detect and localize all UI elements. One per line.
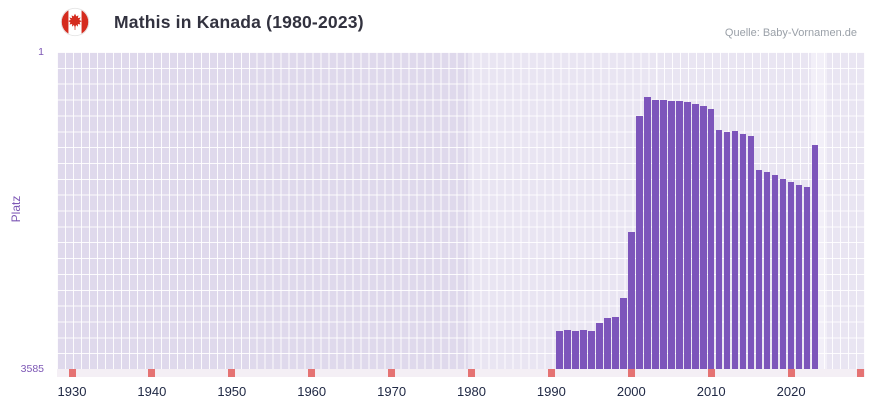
bar-2004[interactable] <box>659 100 667 369</box>
bar-2013[interactable] <box>731 130 739 369</box>
x-tick-label-2020: 2020 <box>776 384 806 399</box>
y-tick-label-top: 1 <box>38 46 44 58</box>
x-axis-red-tick <box>787 369 795 377</box>
y-tick-label-bottom: 3585 <box>20 363 44 375</box>
bar-2001[interactable] <box>635 116 643 369</box>
bar-1992[interactable] <box>564 329 571 369</box>
x-axis-red-tick <box>228 369 236 377</box>
x-axis-red-tick <box>857 369 864 377</box>
bar-1993[interactable] <box>572 330 579 369</box>
bar-1999[interactable] <box>620 297 627 369</box>
bar-1997[interactable] <box>604 318 611 369</box>
plot-area <box>57 52 865 369</box>
bar-2005[interactable] <box>667 100 675 369</box>
bar-2022[interactable] <box>803 187 811 369</box>
bars-container <box>57 52 865 369</box>
bar-2008[interactable] <box>691 103 699 369</box>
x-tick-label-1940: 1940 <box>137 384 167 399</box>
x-axis-red-tick <box>148 369 156 377</box>
x-tick-label-1980: 1980 <box>457 384 486 399</box>
x-axis-red-tick <box>627 369 635 377</box>
x-tick-label-1930: 1930 <box>57 384 87 399</box>
bar-2010[interactable] <box>707 108 715 369</box>
bar-2014[interactable] <box>739 134 747 369</box>
canada-flag-icon <box>60 7 90 37</box>
chart-title: Mathis in Kanada (1980-2023) <box>114 12 364 32</box>
bar-2011[interactable] <box>715 129 723 369</box>
chart-header: Mathis in Kanada (1980-2023) Quelle: Bab… <box>0 0 873 48</box>
x-axis-red-tick <box>388 369 396 377</box>
bar-1995[interactable] <box>588 330 595 369</box>
bar-2017[interactable] <box>763 171 771 369</box>
x-axis-red-tick <box>468 369 475 377</box>
bar-1991[interactable] <box>556 330 563 369</box>
x-axis-labels: 1930 1940 1950 1960 1970 1980 1990 2000 2010 2020 <box>57 384 865 404</box>
x-tick-label-1990: 1990 <box>536 384 566 399</box>
x-tick-label-1970: 1970 <box>377 384 407 399</box>
x-tick-label-1960: 1960 <box>297 384 327 399</box>
x-tick-label-2000: 2000 <box>616 384 646 399</box>
bar-2018[interactable] <box>771 174 779 369</box>
x-tick-label-2010: 2010 <box>696 384 726 399</box>
bar-2002[interactable] <box>643 97 651 369</box>
bar-2009[interactable] <box>699 106 707 369</box>
bar-2007[interactable] <box>683 102 691 369</box>
y-axis-title: Platz <box>9 195 23 223</box>
bar-2021[interactable] <box>795 185 803 369</box>
bar-1994[interactable] <box>580 329 587 369</box>
bar-2003[interactable] <box>651 99 659 369</box>
x-axis-strip <box>57 369 865 377</box>
bar-2016[interactable] <box>755 169 763 369</box>
bar-1998[interactable] <box>612 317 619 369</box>
x-axis-red-tick <box>707 369 715 377</box>
x-tick-label-1950: 1950 <box>217 384 247 399</box>
bar-2019[interactable] <box>779 179 787 369</box>
bar-2020[interactable] <box>787 182 795 369</box>
x-axis-red-tick <box>547 369 555 377</box>
bar-2006[interactable] <box>675 101 683 369</box>
source-attribution: Quelle: Baby-Vornamen.de <box>724 27 857 39</box>
bar-2012[interactable] <box>723 131 731 369</box>
bar-1996[interactable] <box>596 322 603 369</box>
x-axis-red-tick <box>68 369 76 377</box>
bar-2015[interactable] <box>747 135 755 369</box>
bar-2000[interactable] <box>628 232 635 369</box>
bar-2023[interactable] <box>811 145 819 369</box>
x-axis-red-tick <box>308 369 316 377</box>
